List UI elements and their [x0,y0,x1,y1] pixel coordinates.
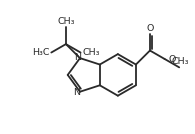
Text: N: N [74,53,82,62]
Text: O: O [146,24,154,33]
Text: H₃C: H₃C [32,48,49,57]
Text: N: N [74,88,81,97]
Text: CH₃: CH₃ [171,57,189,66]
Text: O: O [168,55,176,64]
Text: CH₃: CH₃ [83,48,100,57]
Text: CH₃: CH₃ [57,17,75,26]
